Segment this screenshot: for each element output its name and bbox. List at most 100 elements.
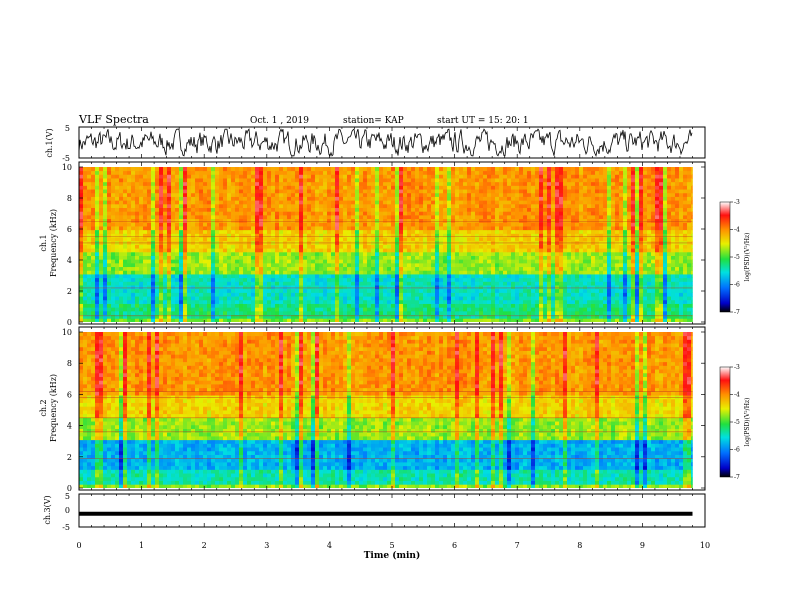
spectrogram-cell xyxy=(611,259,616,264)
spectrogram-cell xyxy=(127,251,132,256)
spectrogram-cell xyxy=(139,203,144,208)
spectrogram-cell xyxy=(623,262,628,268)
spectrogram-cell xyxy=(279,251,284,256)
spectrogram-cell xyxy=(151,281,156,286)
spectrogram-cell xyxy=(523,274,528,279)
spectrogram-cell xyxy=(303,303,308,308)
spectrogram-cell xyxy=(687,251,692,256)
spectrogram-cell xyxy=(127,270,132,275)
spectrogram-cell xyxy=(623,211,628,216)
spectrogram-cell xyxy=(359,310,364,316)
spectrogram-cell xyxy=(363,277,368,282)
spectrogram-cell xyxy=(539,207,544,212)
spectrogram-cell xyxy=(167,303,172,308)
spectrogram-cell xyxy=(175,248,180,253)
spectrogram-cell xyxy=(247,211,252,216)
spectrogram-cell xyxy=(423,226,428,231)
spectrogram-cell xyxy=(255,281,260,286)
spectrogram-cell xyxy=(199,211,204,216)
spectrogram-cell xyxy=(559,281,564,286)
spectrogram-cell xyxy=(195,288,200,293)
spectrogram-cell xyxy=(619,288,624,293)
spectrogram-cell xyxy=(263,262,268,268)
spectrogram-cell xyxy=(383,285,388,290)
spectrogram-cell xyxy=(495,288,500,293)
spectrogram-cell xyxy=(375,229,380,234)
spectrogram-cell xyxy=(683,277,688,282)
spectrogram-cell xyxy=(579,281,584,286)
spectrogram-cell xyxy=(611,303,616,308)
spectrogram-cell xyxy=(591,248,596,253)
spectrogram-cell xyxy=(271,288,276,293)
spectrogram-cell xyxy=(515,277,520,282)
spectrogram-cell xyxy=(331,255,336,260)
spectrogram-cell xyxy=(123,226,128,231)
spectrogram-cell xyxy=(387,310,392,316)
spectrogram-cell xyxy=(99,226,104,231)
spectrogram-cell xyxy=(407,288,412,293)
spectrogram-cell xyxy=(475,244,480,249)
spectrogram-cell xyxy=(283,285,288,290)
spectrogram-cell xyxy=(259,299,264,304)
spectrogram-cell xyxy=(431,255,436,260)
spectrogram-cell xyxy=(575,222,580,227)
spectrogram-cell xyxy=(167,207,172,212)
spectrogram-cell xyxy=(423,285,428,290)
spectrogram-cell xyxy=(391,274,396,279)
spectrogram-cell xyxy=(251,299,256,304)
spectrogram-cell xyxy=(87,226,92,231)
spectrogram-cell xyxy=(407,281,412,286)
spectrogram-cell xyxy=(195,296,200,301)
spectrogram-cell xyxy=(315,203,320,208)
spectrogram-cell xyxy=(551,314,556,319)
spectrogram-cell xyxy=(523,314,528,319)
spectrogram-cell xyxy=(639,281,644,286)
spectrogram-cell xyxy=(439,229,444,234)
date-label: Oct. 1 , 2019 xyxy=(250,116,309,126)
spectrogram-cell xyxy=(595,255,600,260)
spectrogram-cell xyxy=(79,274,84,279)
spectrogram-cell xyxy=(323,207,328,212)
spectrogram-cell xyxy=(323,281,328,286)
spectrogram-cell xyxy=(271,214,276,220)
spectrogram-cell xyxy=(95,277,100,282)
spectrogram-cell xyxy=(199,244,204,249)
spectrogram-cell xyxy=(223,211,228,216)
spectrogram-cell xyxy=(479,274,484,279)
spectrogram-cell xyxy=(231,277,236,282)
spectrogram-cell xyxy=(451,274,456,279)
spectrogram-cell xyxy=(147,259,152,264)
spectrogram-cell xyxy=(551,237,556,242)
spectrogram-cell xyxy=(583,229,588,234)
spectrogram-cell xyxy=(135,296,140,301)
spectrogram-cell xyxy=(159,226,164,231)
spectrogram-cell xyxy=(335,248,340,253)
spectrogram-cell xyxy=(203,318,208,322)
spectrogram-cell xyxy=(515,237,520,242)
spectrogram-cell xyxy=(571,255,576,260)
spectrogram-cell xyxy=(687,292,692,297)
spectrogram-cell xyxy=(119,248,124,253)
spectrogram-cell xyxy=(579,222,584,227)
spectrogram-cell xyxy=(575,310,580,316)
spectrogram-cell xyxy=(623,248,628,253)
spectrogram-cell xyxy=(363,229,368,234)
spectrogram-cell xyxy=(83,214,88,220)
spectrogram-cell xyxy=(379,281,384,286)
spectrogram-cell xyxy=(355,270,360,275)
spectrogram-cell xyxy=(163,222,168,227)
spectrogram-cell xyxy=(235,226,240,231)
spectrogram-cell xyxy=(399,251,404,256)
spectrogram-cell xyxy=(691,214,693,220)
spectrogram-cell xyxy=(303,211,308,216)
spectrogram-cell xyxy=(251,218,256,223)
spectrogram-cell xyxy=(603,274,608,279)
spectrogram-cell xyxy=(415,207,420,212)
spectrogram-cell xyxy=(323,229,328,234)
spectrogram-cell xyxy=(647,226,652,231)
spectrogram-cell xyxy=(307,270,312,275)
spectrogram-cell xyxy=(603,248,608,253)
spectrogram-cell xyxy=(179,211,184,216)
spectrogram-cell xyxy=(211,218,216,223)
spectrogram-cell xyxy=(151,296,156,301)
